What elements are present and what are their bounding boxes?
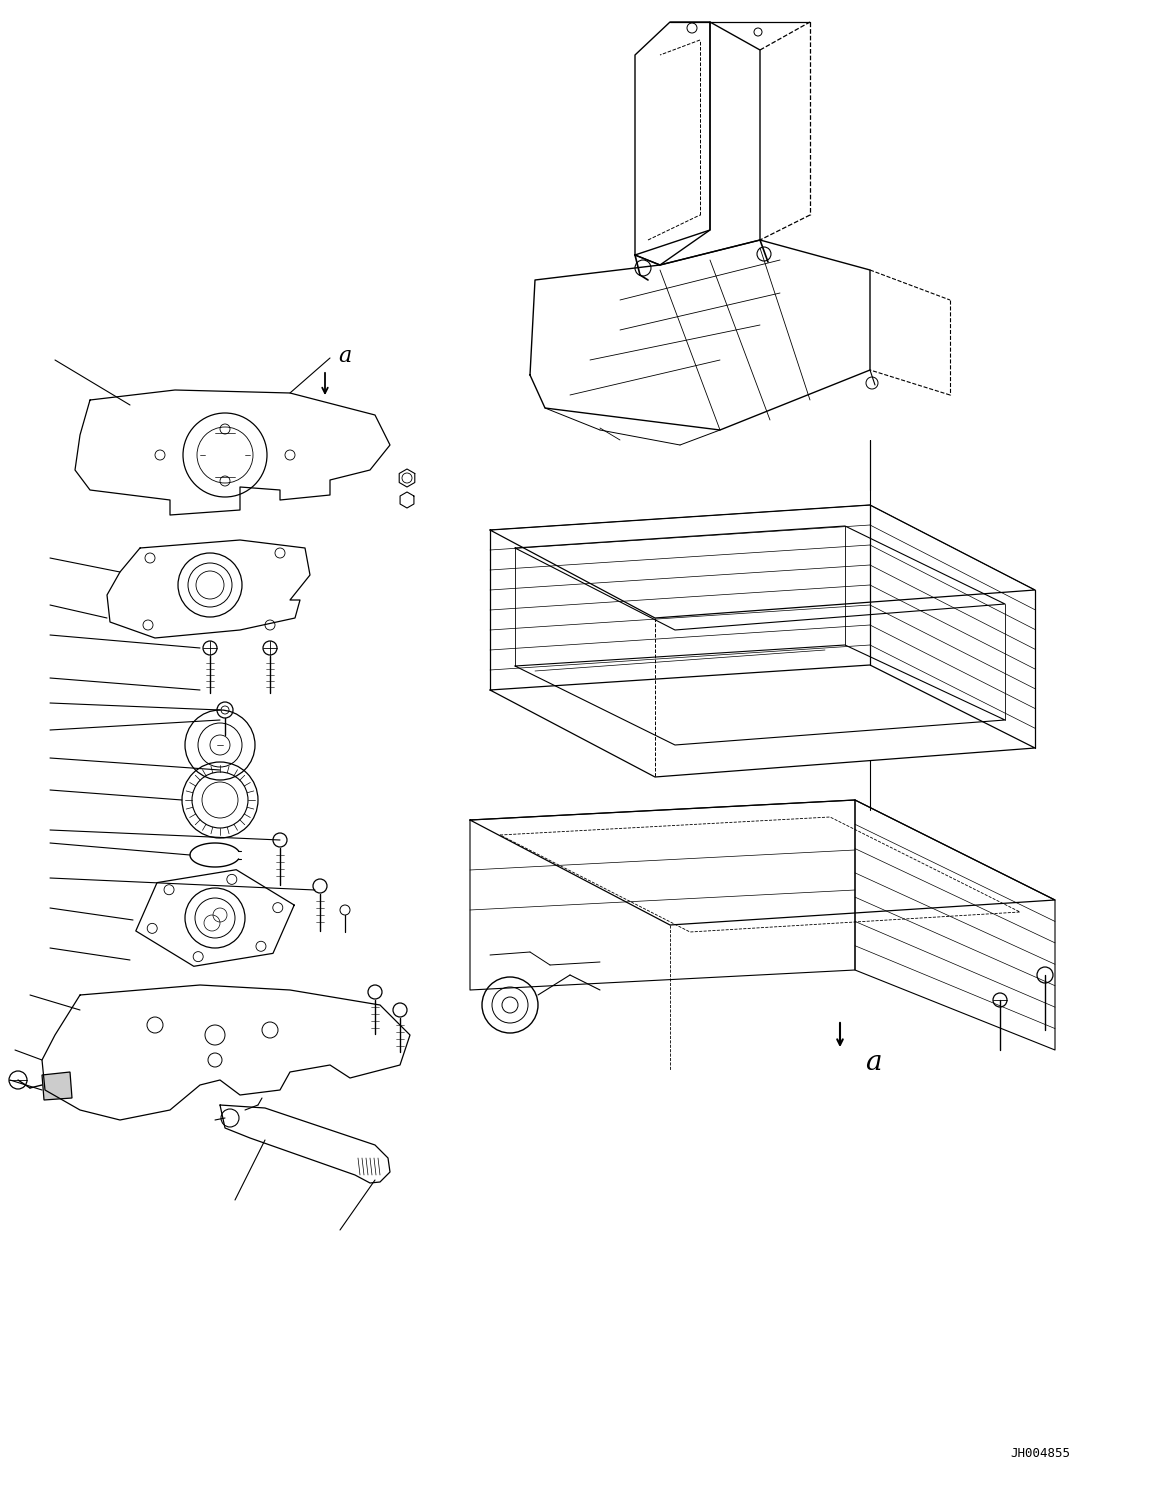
- Text: a: a: [865, 1050, 882, 1077]
- Polygon shape: [42, 1072, 72, 1100]
- Text: a: a: [338, 344, 352, 367]
- Text: JH004855: JH004855: [1010, 1446, 1070, 1460]
